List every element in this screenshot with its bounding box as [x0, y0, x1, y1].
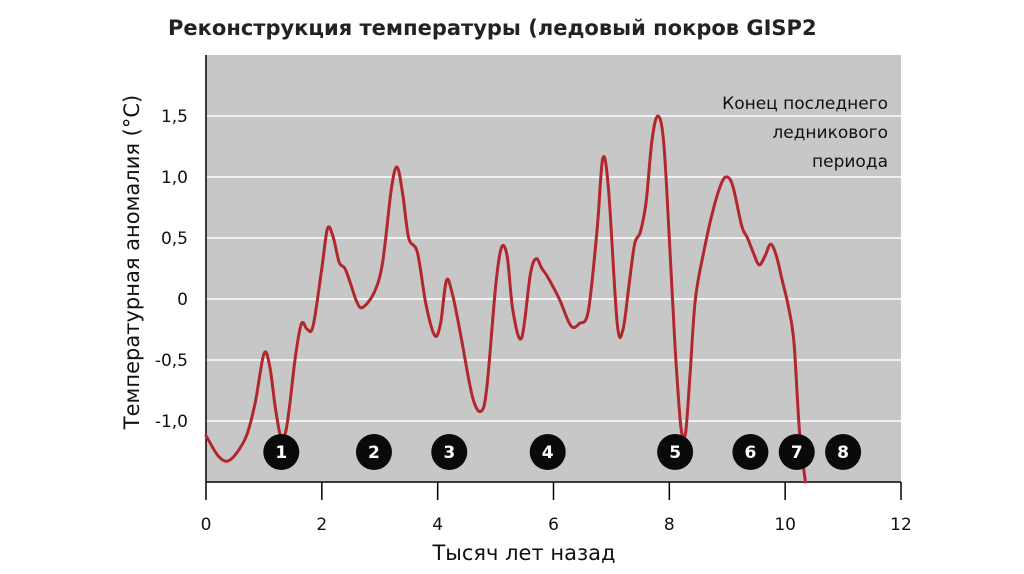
x-tick-label: 4 [432, 515, 443, 535]
marker-label: 1 [275, 443, 287, 463]
x-axis-label: Тысяч лет назад [431, 541, 615, 565]
x-tick-label: 12 [890, 515, 912, 535]
marker-label: 6 [744, 443, 756, 463]
marker-circle [529, 434, 566, 470]
y-axis-label: Температурная аномалия (°C) [120, 95, 144, 430]
marker-circle [778, 434, 815, 470]
plot-area: -1,0-0,500,51,01,50 2 4 6 8 10 121 2 3 4 5 6 7 8Конец… [155, 55, 912, 535]
x-tick-label: 2 [316, 515, 327, 535]
marker-circle [263, 434, 300, 470]
marker-circle [825, 434, 862, 470]
y-tick-label: 1,5 [161, 107, 188, 127]
marker-circle [355, 434, 392, 470]
plot-background [206, 55, 901, 482]
marker-circle [431, 434, 468, 470]
marker-label: 5 [669, 443, 681, 463]
marker-label: 3 [443, 443, 455, 463]
marker-circle [657, 434, 694, 470]
marker-label: 8 [837, 443, 849, 463]
marker-label: 7 [791, 443, 803, 463]
annotation-line: периода [812, 152, 888, 172]
x-tick-label: 0 [201, 515, 212, 535]
y-tick-label: -0,5 [155, 351, 188, 371]
chart-title: Реконструкция температуры (ледовый покро… [168, 16, 817, 40]
y-tick-label: -1,0 [155, 412, 188, 432]
annotation-line: ледникового [772, 123, 888, 143]
y-tick-label: 1,0 [161, 168, 188, 188]
y-tick-label: 0,5 [161, 229, 188, 249]
x-tick-label: 6 [548, 515, 559, 535]
annotation-line: Конец последнего [722, 94, 888, 114]
marker-label: 2 [368, 443, 380, 463]
marker-circle [732, 434, 769, 470]
x-tick-label: 8 [664, 515, 675, 535]
x-tick-label: 10 [774, 515, 796, 535]
y-tick-label: 0 [177, 290, 188, 310]
series-line [204, 114, 807, 484]
marker-label: 4 [542, 443, 554, 463]
